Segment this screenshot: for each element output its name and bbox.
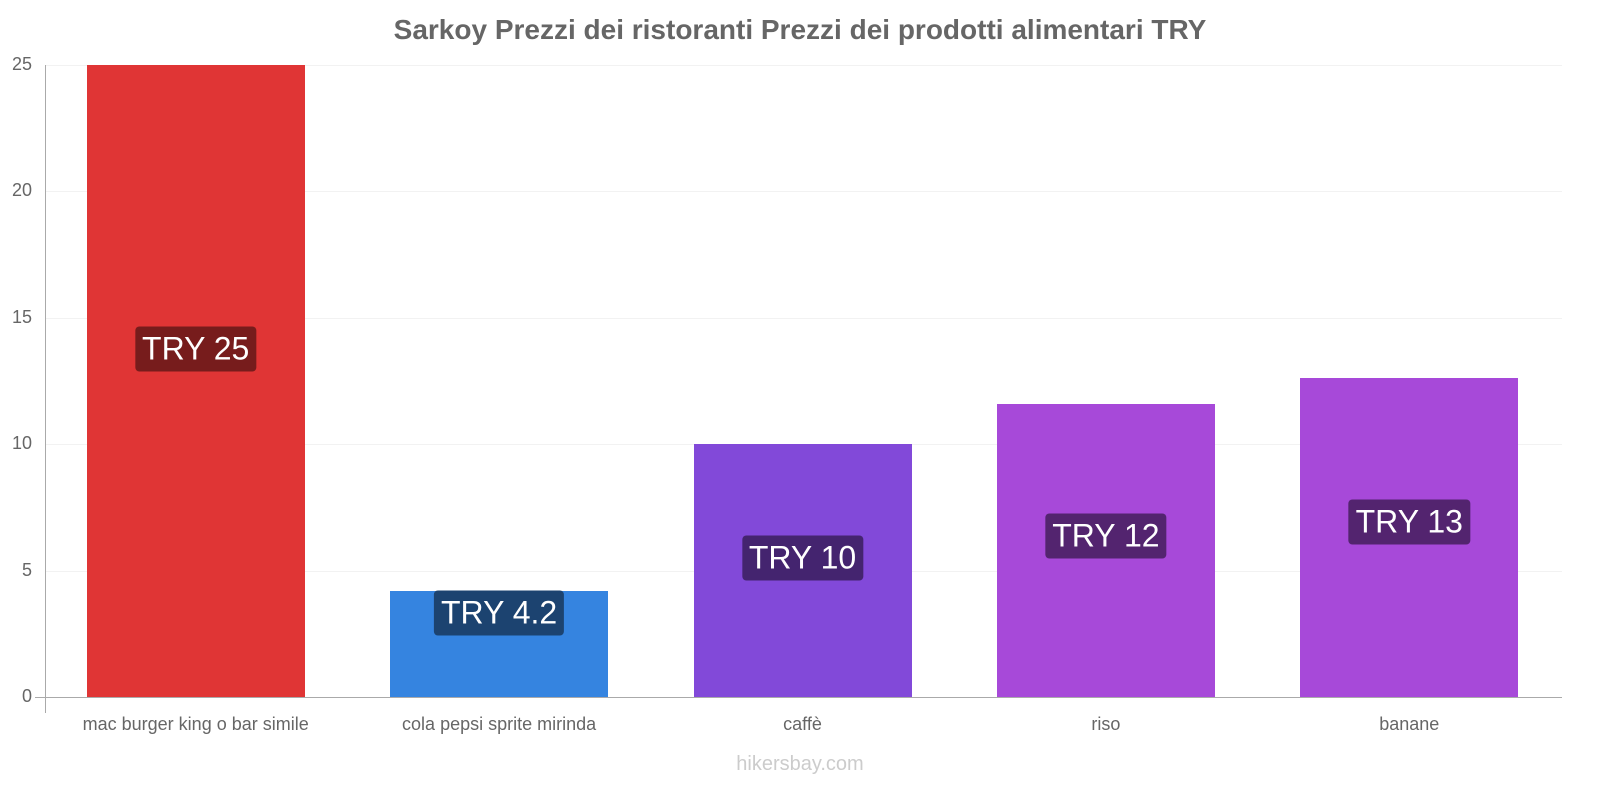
bar-value-label: TRY 12 (1045, 513, 1167, 559)
x-tick-label: mac burger king o bar simile (82, 714, 309, 734)
y-axis (45, 65, 46, 713)
x-tick-label: cola pepsi sprite mirinda (402, 714, 597, 734)
gridline (45, 191, 1562, 193)
x-tick-label: banane (1379, 714, 1440, 734)
bar-value-label: TRY 4.2 (433, 590, 565, 636)
gridline (45, 317, 1562, 319)
bar[interactable] (86, 65, 305, 697)
watermark: hikersbay.com (736, 753, 864, 775)
y-tick-label: 20 (11, 180, 32, 201)
y-tick-label: 15 (11, 306, 32, 327)
gridline (45, 65, 1562, 66)
x-axis (35, 697, 1562, 698)
x-tick-label: riso (1091, 714, 1121, 734)
y-tick-label: 5 (21, 559, 32, 580)
bar-value-label: TRY 25 (135, 326, 257, 372)
y-tick-label: 0 (21, 686, 32, 706)
x-tick-label: caffè (783, 714, 822, 734)
y-tick-label: 25 (11, 54, 32, 74)
bar-value-label: TRY 10 (741, 535, 864, 581)
chart-title: Sarkoy Prezzi dei ristoranti Prezzi dei … (393, 14, 1207, 45)
bar-value-label: TRY 13 (1348, 499, 1470, 545)
y-tick-label: 10 (11, 433, 32, 454)
